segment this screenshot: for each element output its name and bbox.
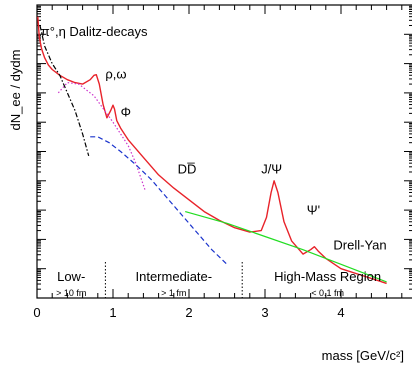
annotation-jpsi: J/Ψ [261, 161, 282, 176]
series-dalitz-line [39, 25, 90, 157]
annotation-ddbar: DD̅ [178, 161, 197, 176]
x-axis-label: mass [GeV/c²] [322, 348, 404, 363]
annotation-psiprime: Ψ' [307, 202, 320, 217]
x-tick-labels: 012345 [33, 305, 344, 320]
annotation-phi: Φ [121, 104, 131, 119]
x-tick-label: 2 [185, 305, 192, 320]
series-group [37, 16, 387, 285]
annotation-dalitz: π°,η Dalitz-decays [41, 24, 148, 39]
x-tick-label: 3 [261, 305, 268, 320]
region-labels: Low- > 10 fm Intermediate- > 1 fm High-Mass … [56, 269, 381, 298]
region-dividers [104, 262, 243, 298]
plot-frame [36, 4, 412, 299]
x-tick-label: 0 [33, 305, 40, 320]
annotation-drellyan: Drell-Yan [333, 238, 386, 253]
region-name-high-mass-region: High-Mass Region [274, 269, 381, 284]
region-scale: > 1 fm [161, 288, 186, 298]
x-tick-label: 1 [109, 305, 116, 320]
series-total-line [37, 16, 387, 285]
y-axis-label: dN_ee / dydm [8, 50, 23, 131]
series-open-charm-line [90, 136, 228, 265]
region-scale: > 10 fm [56, 288, 86, 298]
axis-ticks [36, 5, 412, 299]
region-name-intermediate: Intermediate- [136, 269, 213, 284]
x-tick-label: 4 [337, 305, 344, 320]
annotation-rho: ρ,ω [105, 66, 126, 81]
annotations-group: π°,η Dalitz-decays ρ,ω Φ DD̅ J/Ψ Ψ' Drell-Yan [41, 24, 387, 253]
series-drell-yan-line [185, 211, 387, 283]
series-rho-omega-line [57, 81, 146, 190]
region-name-low: Low- [57, 269, 85, 284]
region-scale: < 0.1 fm [311, 288, 344, 298]
